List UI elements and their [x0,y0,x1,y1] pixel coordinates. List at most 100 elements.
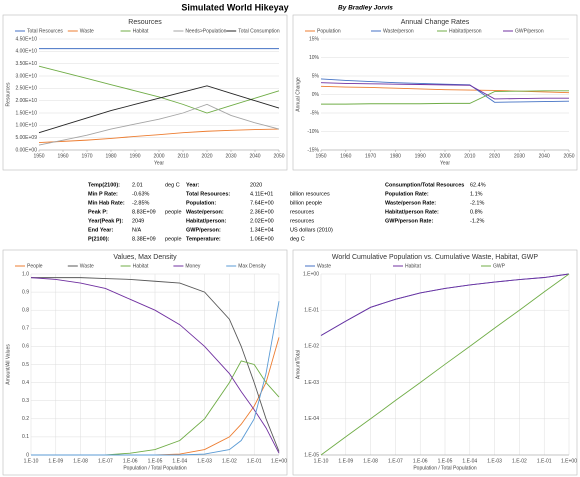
y-tick-label: 3.50E+10 [15,61,37,67]
series-line [320,273,570,336]
y-tick-label: 2.50E+10 [15,86,37,92]
y-tick-label: -15% [307,147,319,153]
x-tick-label: 1.E-03 [197,458,212,464]
author: By Bradley Jorvis [338,5,393,12]
table-cell: Year: [186,182,200,188]
y-tick-label: 1.00E+10 [15,123,37,129]
legend-label: Waste [80,263,94,269]
y-tick-label: 1.E-05 [304,452,319,458]
x-tick-label: 1.E-10 [24,458,39,464]
legend-label: Max Density [238,263,266,269]
series-line [30,277,280,454]
x-tick-label: 2020 [489,153,500,159]
table-cell: -2.85% [132,200,150,206]
y-tick-label: 2.00E+10 [15,98,37,104]
y-tick-label: 0.9 [22,289,29,295]
y-tick-label: 1.E-01 [304,308,319,314]
legend-label: GWP/person [515,28,544,34]
series-line [320,78,570,103]
chart-frame [292,14,578,171]
x-tick-label: 2040 [539,153,550,159]
x-axis-title: Year [154,160,164,166]
x-tick-label: 1.E-01 [247,458,262,464]
x-tick-label: 1.E-05 [438,458,453,464]
x-tick-label: 1.E-06 [123,458,138,464]
page-title: Simulated World Hikeyay [181,2,288,12]
x-tick-label: 2050 [273,153,284,159]
x-tick-label: 1.E+00 [561,458,577,464]
legend-label: Total Resources [27,28,63,34]
table-cell: 8.83E+09 [132,209,156,215]
table-cell: Population Rate: [385,191,429,197]
y-tick-label: 3.00E+10 [15,73,37,79]
y-tick-label: -5% [310,110,319,116]
legend-label: Habitat [405,263,421,269]
table-cell: P(2100): [88,236,110,242]
table-cell: End Year: [88,227,113,233]
table-cell: US dollars (2010) [290,227,333,233]
y-tick-label: 0.00E+00 [15,147,37,153]
x-tick-label: 1.E-09 [48,458,63,464]
x-tick-label: 2030 [225,153,236,159]
y-tick-label: 1.50E+10 [15,110,37,116]
y-tick-label: 1.E-02 [304,344,319,350]
table-cell: Temperature: [186,236,221,242]
table-cell: people [165,236,182,242]
table-cell: billion people [290,200,322,206]
legend-label: Total Consumption [238,28,280,34]
x-tick-label: 1950 [33,153,44,159]
y-tick-label: 5% [312,73,320,79]
x-tick-label: 1.E-02 [222,458,237,464]
y-tick-label: 5.00E+09 [15,135,37,141]
y-tick-label: 1.E-03 [304,380,319,386]
chart-title: Values, Max Density [113,254,177,261]
y-tick-label: 0.6 [22,344,29,350]
table-cell: 1.1% [470,191,483,197]
x-tick-label: 1950 [315,153,326,159]
table-cell: Min Hab Rate: [88,200,125,206]
legend-label: People [27,263,43,269]
x-tick-label: 2000 [153,153,164,159]
table-cell: 2020 [250,182,262,188]
x-tick-label: 1.E-04 [462,458,477,464]
table-cell: Habitat/person: [186,218,227,224]
series-line [31,277,280,452]
series-line [38,103,280,146]
x-tick-label: 1970 [365,153,376,159]
y-tick-label: -10% [307,129,319,135]
y-tick-label: 1.E-04 [304,416,319,422]
series-line [320,82,569,100]
table-cell: Population: [186,200,216,206]
x-axis-title: Population / Total Population [123,465,187,471]
y-tick-label: 0.7 [22,326,29,332]
table-cell: resources [290,218,314,224]
table-cell: 1.06E+00 [250,236,274,242]
table-cell: 2049 [132,218,144,224]
legend-label: Population [317,28,341,34]
table-cell: GWP/person Rate: [385,218,433,224]
y-tick-label: 15% [309,36,320,42]
series-line [320,273,570,456]
x-tick-label: 1.E-07 [388,458,403,464]
series-line [38,128,280,144]
x-tick-label: 1960 [57,153,68,159]
y-axis-title: Resources [5,82,11,106]
chart-title: Resources [128,19,162,26]
x-tick-label: 2050 [563,153,574,159]
y-tick-label: 4.50E+10 [15,36,37,42]
table-cell: Year(Peak P): [88,218,123,224]
x-tick-label: 2040 [249,153,260,159]
legend-label: Money [185,263,201,269]
x-tick-label: 1.E-06 [413,458,428,464]
table-cell: Temp(2100): [88,182,120,188]
table-cell: 2.36E+00 [250,209,274,215]
x-tick-label: 1.E-04 [172,458,187,464]
legend-label: Habitat [133,263,149,269]
x-tick-label: 1.E-07 [98,458,113,464]
y-tick-label: 0.4 [22,380,29,386]
y-tick-label: 0% [312,92,320,98]
table-cell: Waste/person Rate: [385,200,436,206]
table-cell: 1.34E+04 [250,227,274,233]
x-tick-label: 1980 [390,153,401,159]
table-cell: 7.64E+00 [250,200,274,206]
